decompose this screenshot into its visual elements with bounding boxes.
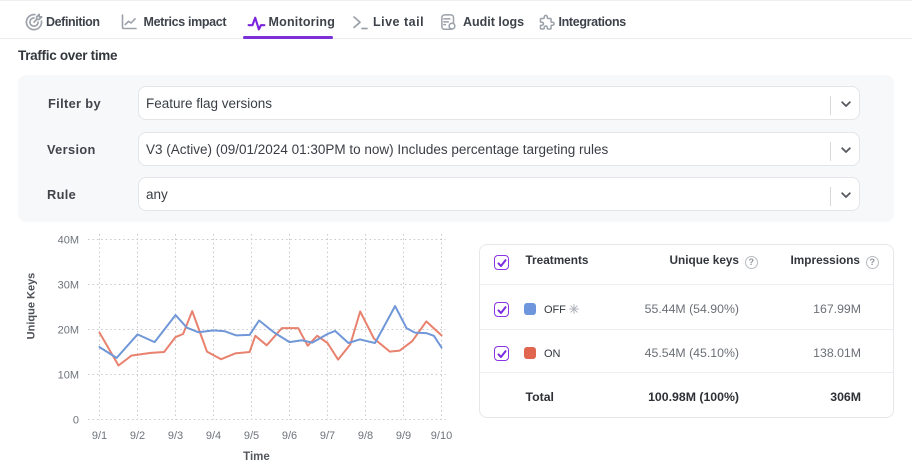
svg-text:30M: 30M — [58, 279, 79, 291]
svg-text:9/7: 9/7 — [320, 430, 335, 442]
svg-text:9/3: 9/3 — [168, 430, 183, 442]
svg-text:Time: Time — [243, 451, 270, 463]
svg-text:9/6: 9/6 — [282, 430, 297, 442]
svg-text:9/5: 9/5 — [244, 430, 259, 442]
svg-text:9/8: 9/8 — [358, 430, 373, 442]
svg-text:10M: 10M — [58, 369, 79, 381]
svg-text:0: 0 — [73, 414, 79, 426]
svg-text:9/1: 9/1 — [92, 430, 107, 442]
svg-text:9/4: 9/4 — [206, 430, 221, 442]
svg-text:20M: 20M — [58, 324, 79, 336]
svg-text:9/9: 9/9 — [396, 430, 411, 442]
svg-text:9/2: 9/2 — [130, 430, 145, 442]
svg-text:40M: 40M — [58, 234, 79, 246]
svg-text:9/10: 9/10 — [431, 430, 452, 442]
svg-text:Unique Keys: Unique Keys — [26, 273, 38, 340]
